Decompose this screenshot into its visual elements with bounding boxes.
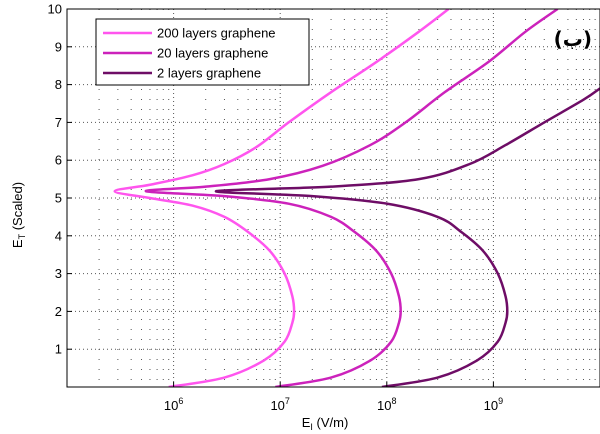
y-tick-label: 9 [55,39,62,54]
y-tick-label: 8 [55,77,62,92]
series-group [113,9,600,387]
legend-label: 2 layers graphene [157,66,261,81]
series-line-2 [144,9,559,387]
y-tick-label: 2 [55,304,62,319]
panel-label: (ب) [554,27,592,51]
x-tick-label: 109 [484,396,503,413]
x-tick-label: 107 [270,396,289,413]
y-tick-label: 5 [55,191,62,206]
legend-label: 200 layers graphene [157,26,276,41]
y-tick-label: 10 [48,2,62,17]
y-axis-label: ET (Scaled) [10,182,27,248]
y-ticks: 1 2 3 4 5 6 7 8 9 10 [48,2,72,357]
y-tick-label: 3 [55,266,62,281]
x-ticks: 106 107 108 109 [164,382,503,413]
y-tick-label: 6 [55,153,62,168]
y-tick-label: 1 [55,342,62,357]
x-tick-label: 108 [377,396,396,413]
x-tick-label: 106 [164,396,183,413]
y-tick-label: 7 [55,115,62,130]
y-tick-label: 4 [55,228,62,243]
legend: 200 layers graphene 20 layers graphene 2 l… [95,18,310,86]
series-line-3 [214,87,600,387]
x-axis-label: EI (V/m) [302,415,349,432]
legend-label: 20 layers graphene [157,46,268,61]
series-line-1 [113,9,450,387]
